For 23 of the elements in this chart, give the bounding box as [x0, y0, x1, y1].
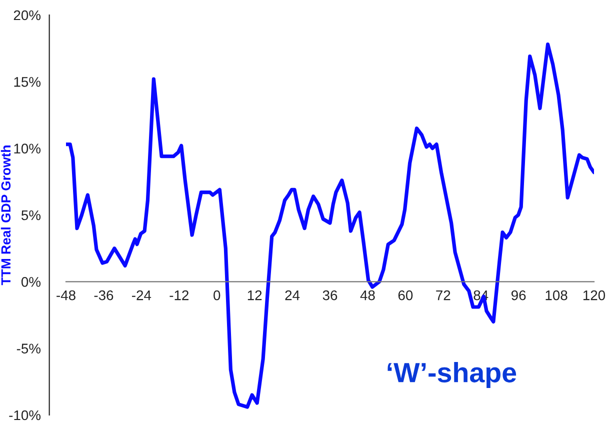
x-tick-label: 0 — [214, 290, 220, 300]
x-tick-label: 12 — [248, 290, 262, 300]
x-tick-label: 108 — [546, 290, 568, 300]
x-tick-label: 72 — [436, 290, 450, 300]
annotation: ‘W’-shape — [388, 362, 516, 388]
y-tick-label: -10% — [9, 410, 41, 420]
y-tick-label: 10% — [14, 144, 41, 154]
x-tick-label: -36 — [94, 290, 114, 300]
x-tick-label: 36 — [322, 290, 338, 300]
x-tick-label: -24 — [132, 290, 152, 300]
x-tick-label: 120 — [583, 290, 606, 300]
x-tick-label: 48 — [360, 290, 375, 300]
y-tick-label: -5% — [16, 344, 41, 354]
y-tick-label: 5% — [21, 210, 41, 220]
x-tick-label: 60 — [398, 290, 413, 300]
y-tick-label: 20% — [14, 10, 41, 20]
x-tick-label: -12 — [170, 290, 188, 300]
y-tick-label: 0% — [21, 277, 41, 287]
y-tick-label: 15% — [14, 77, 41, 87]
y-axis-title: TTM Real GDP Growth — [0, 146, 11, 286]
x-tick-label: 96 — [512, 290, 526, 300]
x-tick-label: 24 — [285, 290, 300, 300]
x-tick-label: -48 — [56, 290, 76, 300]
